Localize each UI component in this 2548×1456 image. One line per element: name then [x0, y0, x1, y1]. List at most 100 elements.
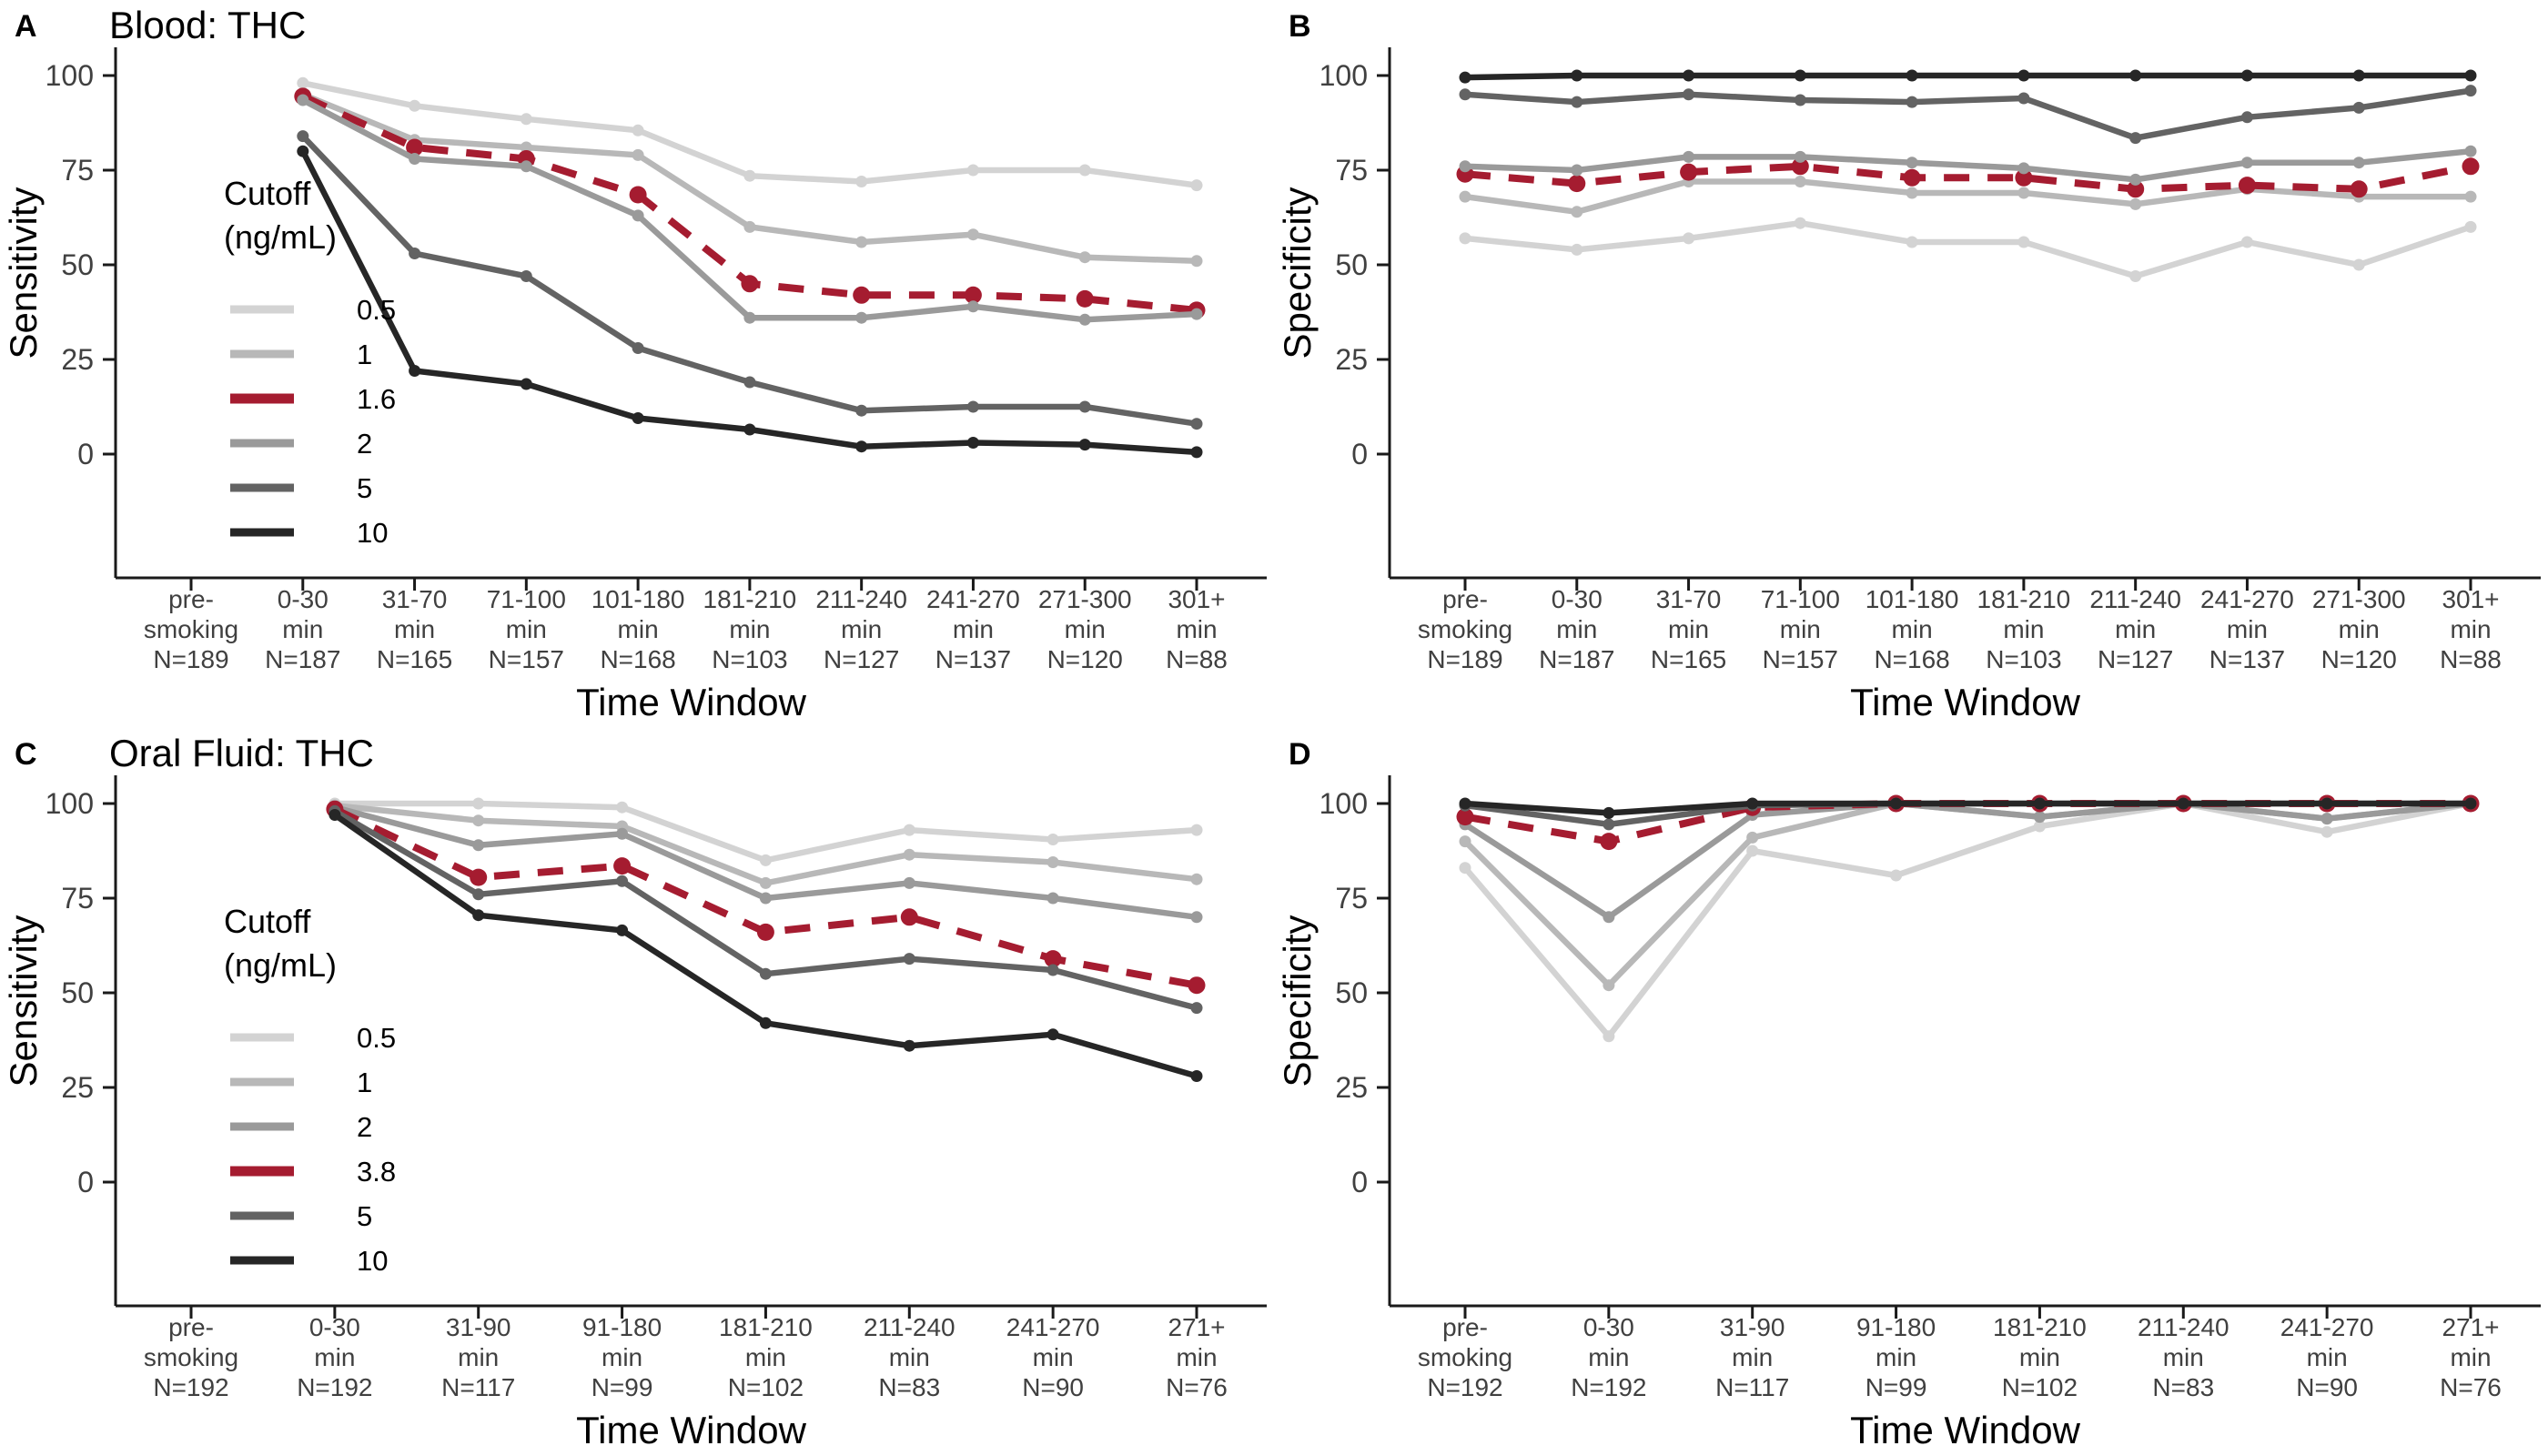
svg-text:pre-: pre-	[1442, 585, 1488, 613]
svg-text:N=192: N=192	[297, 1373, 372, 1401]
svg-text:pre-: pre-	[168, 585, 214, 613]
y-axis-ticks: 0 25 50 75 100	[1320, 787, 1390, 1198]
svg-text:N=192: N=192	[1571, 1373, 1646, 1401]
svg-text:25: 25	[1335, 343, 1368, 376]
axes	[114, 47, 1267, 580]
chart-panel-D: D0255075100pre-smokingN=1920-30minN=1923…	[1276, 737, 2541, 1451]
svg-text:181-210: 181-210	[1993, 1313, 2087, 1341]
series-1	[297, 88, 1203, 268]
svg-text:211-240: 211-240	[815, 585, 907, 613]
svg-text:min: min	[282, 615, 323, 643]
svg-text:min: min	[1176, 1343, 1217, 1371]
svg-text:50: 50	[1335, 976, 1368, 1009]
x-axis-title: Time Window	[1850, 1409, 2080, 1451]
svg-text:N=88: N=88	[2440, 645, 2502, 673]
svg-text:min: min	[1588, 1343, 1629, 1371]
svg-text:N=83: N=83	[2152, 1373, 2214, 1401]
axes	[1388, 47, 2541, 580]
svg-text:min: min	[1876, 1343, 1916, 1371]
svg-text:N=187: N=187	[1539, 645, 1614, 673]
svg-text:smoking: smoking	[144, 615, 238, 643]
series-5	[1459, 85, 2477, 145]
y-axis-title: Sensitivity	[2, 187, 45, 359]
series-5	[329, 804, 1203, 1015]
svg-text:min: min	[745, 1343, 786, 1371]
svg-text:min: min	[1176, 615, 1217, 643]
axes	[1388, 775, 2541, 1308]
chart-panel-B: B0255075100pre-smokingN=1890-30minN=1873…	[1276, 9, 2541, 723]
svg-text:N=192: N=192	[153, 1373, 228, 1401]
svg-text:211-240: 211-240	[2089, 585, 2181, 613]
svg-text:smoking: smoking	[144, 1343, 238, 1371]
svg-text:25: 25	[61, 1071, 94, 1104]
svg-text:50: 50	[1335, 248, 1368, 281]
svg-text:Cutoff: Cutoff	[224, 175, 311, 212]
axes	[114, 775, 1267, 1308]
svg-text:min: min	[602, 1343, 642, 1371]
svg-text:2: 2	[357, 1111, 372, 1143]
svg-text:0: 0	[1351, 1166, 1368, 1198]
svg-text:N=103: N=103	[1986, 645, 2061, 673]
svg-text:min: min	[1556, 615, 1597, 643]
svg-text:N=189: N=189	[153, 645, 228, 673]
svg-text:N=99: N=99	[1866, 1373, 1927, 1401]
svg-text:N=117: N=117	[1715, 1373, 1789, 1401]
svg-text:min: min	[2115, 615, 2156, 643]
svg-text:N=127: N=127	[2098, 645, 2173, 673]
svg-text:101-180: 101-180	[1866, 585, 1959, 613]
svg-text:0.5: 0.5	[357, 1022, 396, 1054]
svg-text:N=165: N=165	[1651, 645, 1726, 673]
svg-text:Cutoff: Cutoff	[224, 903, 311, 940]
series-1	[329, 799, 1203, 889]
svg-text:271-300: 271-300	[1038, 585, 1132, 613]
x-axis-ticks: pre-smokingN=1890-30minN=18731-70minN=16…	[144, 578, 1228, 673]
svg-text:271-300: 271-300	[2312, 585, 2406, 613]
svg-text:min: min	[2019, 1343, 2060, 1371]
series-3.8	[326, 800, 1206, 995]
svg-text:181-210: 181-210	[703, 585, 797, 613]
svg-text:100: 100	[46, 59, 94, 92]
legend: Cutoff (ng/mL) 0.5 1 2 3.8 5 10	[224, 903, 396, 1277]
svg-text:271+: 271+	[1168, 1313, 1225, 1341]
svg-text:N=88: N=88	[1166, 645, 1228, 673]
svg-text:min: min	[2339, 615, 2380, 643]
svg-text:31-90: 31-90	[446, 1313, 511, 1341]
svg-text:(ng/mL): (ng/mL)	[224, 946, 337, 984]
svg-text:75: 75	[1335, 154, 1368, 187]
svg-text:101-180: 101-180	[592, 585, 685, 613]
svg-text:301+: 301+	[1168, 585, 1225, 613]
svg-text:N=137: N=137	[935, 645, 1011, 673]
svg-text:N=120: N=120	[1047, 645, 1123, 673]
svg-text:min: min	[2003, 615, 2044, 643]
svg-text:N=189: N=189	[1427, 645, 1502, 673]
svg-text:3.8: 3.8	[357, 1156, 396, 1188]
svg-text:0-30: 0-30	[1552, 585, 1603, 613]
svg-text:N=83: N=83	[878, 1373, 940, 1401]
svg-text:min: min	[1780, 615, 1821, 643]
legend: Cutoff (ng/mL) 0.5 1 1.6 2 5 10	[224, 175, 396, 549]
chart-panel-A: A Blood: THC0255075100pre-smokingN=1890-3…	[2, 4, 1267, 723]
svg-text:5: 5	[357, 1200, 372, 1232]
x-axis-title: Time Window	[576, 681, 806, 723]
svg-text:211-240: 211-240	[2138, 1313, 2230, 1341]
svg-text:1: 1	[357, 339, 372, 370]
svg-text:75: 75	[61, 154, 94, 187]
svg-text:N=165: N=165	[377, 645, 452, 673]
svg-text:N=99: N=99	[592, 1373, 653, 1401]
svg-text:(ng/mL): (ng/mL)	[224, 218, 337, 256]
svg-text:N=127: N=127	[824, 645, 899, 673]
svg-text:pre-: pre-	[168, 1313, 214, 1341]
svg-text:N=76: N=76	[2440, 1373, 2502, 1401]
svg-text:100: 100	[46, 787, 94, 820]
svg-text:N=117: N=117	[441, 1373, 515, 1401]
svg-text:N=102: N=102	[728, 1373, 804, 1401]
svg-text:N=102: N=102	[2002, 1373, 2078, 1401]
svg-text:1: 1	[357, 1067, 372, 1098]
svg-text:10: 10	[357, 517, 388, 549]
svg-text:10: 10	[357, 1245, 388, 1277]
svg-text:min: min	[1033, 1343, 1074, 1371]
series-2	[297, 94, 1203, 326]
svg-text:min: min	[2163, 1343, 2204, 1371]
svg-text:0-30: 0-30	[309, 1313, 360, 1341]
